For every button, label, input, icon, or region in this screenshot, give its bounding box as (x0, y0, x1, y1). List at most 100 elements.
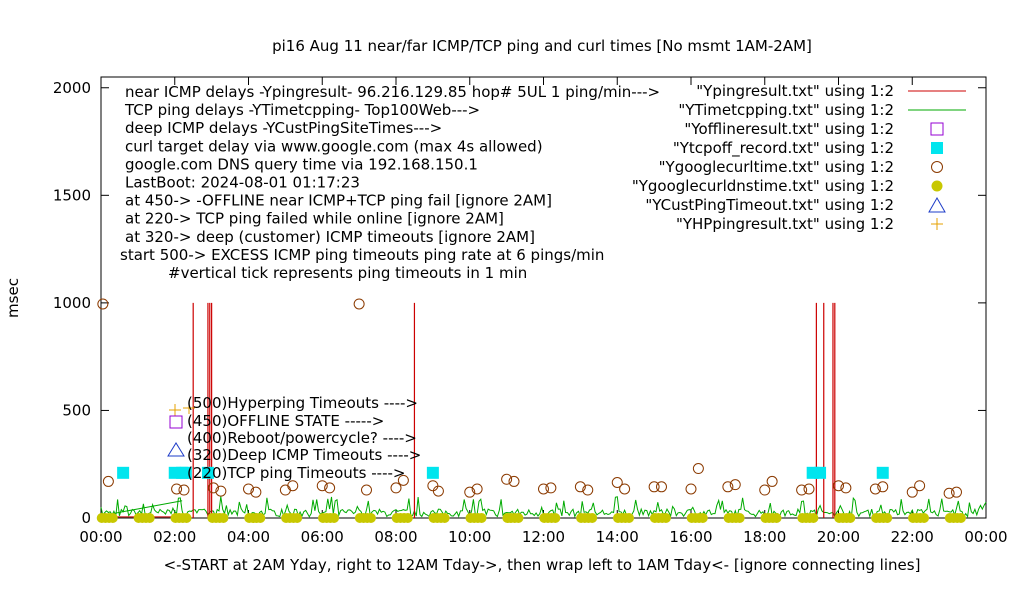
curl-point (397, 474, 409, 486)
curl-point (611, 477, 623, 489)
legend-triangle-swatch (928, 196, 946, 213)
curl-point (243, 483, 254, 495)
tcp-off-point (179, 466, 192, 479)
legend-square-swatch (930, 122, 944, 136)
curl-point (324, 482, 336, 494)
curl-point (906, 486, 918, 498)
note-line: at 220-> TCP ping failed while online [i… (125, 210, 504, 228)
note-line: near ICMP delays -Ypingresult- 96.216.12… (125, 83, 660, 101)
curl-point (766, 475, 778, 487)
dns-point (292, 513, 303, 523)
tcp-off-point (201, 466, 214, 479)
tcp-connector-line (111, 500, 183, 515)
dns-point (550, 513, 561, 523)
curl-point (943, 487, 955, 499)
curl-point (574, 481, 586, 493)
y-tick-label: 1000 (53, 294, 91, 312)
legend-square-swatch (931, 142, 943, 154)
note-line: TCP ping delays -YTimetcpping- Top100Web… (124, 101, 480, 119)
curl-point (316, 480, 328, 492)
axis-ticks: 0 500 1000 1500 2000 00:00 02:00 04:00 06:00 08:0… (53, 77, 1008, 546)
curl-point (287, 480, 299, 492)
tcp-off-point (426, 466, 439, 479)
note-line: #vertical tick represents ping timeouts … (168, 264, 527, 282)
x-tick-label: 22:00 (891, 528, 934, 546)
curl-point (833, 480, 844, 492)
x-tick-label: 00:00 (964, 528, 1007, 546)
legend-label: "Ygooglecurltime.txt" using 1:2 (659, 158, 894, 176)
curl-point (869, 483, 881, 495)
chart-title: pi16 Aug 11 near/far ICMP/TCP ping and c… (272, 37, 812, 55)
dns-point (919, 513, 930, 523)
curl-point (722, 481, 734, 493)
y-tick-label: 2000 (53, 79, 91, 97)
curl-point (464, 486, 476, 498)
x-tick-label: 06:00 (301, 528, 344, 546)
legend-label: "Ytcpoff_record.txt" using 1:2 (673, 139, 894, 158)
tcp-off-point (814, 466, 827, 479)
dns-point (255, 513, 266, 523)
dns-point (476, 513, 487, 523)
dns-point (218, 513, 229, 523)
curl-point (796, 484, 808, 496)
x-tick-label: 04:00 (227, 528, 270, 546)
y-tick-label: 1500 (53, 186, 91, 204)
tcp-off-point (876, 466, 889, 479)
legend-label: "YTimetcpping.txt" using 1:2 (678, 101, 894, 119)
marker-label: (450)OFFLINE STATE -----> (187, 412, 384, 430)
legend-circle-swatch (931, 161, 943, 173)
curl-point (471, 483, 483, 495)
dns-point (808, 513, 819, 523)
note-line: at 320-> deep (customer) ICMP timeouts [… (125, 228, 535, 246)
note-line: LastBoot: 2024-08-01 01:17:23 (125, 174, 360, 192)
curl-point (501, 473, 513, 485)
curl-point (353, 298, 365, 310)
curl-point (582, 484, 594, 496)
dns-point (882, 513, 893, 523)
dns-point (181, 513, 192, 523)
x-tick-label: 14:00 (596, 528, 639, 546)
note-line: start 500-> EXCESS ICMP ping timeouts pi… (120, 246, 604, 264)
curl-point (171, 483, 183, 495)
dns-point (329, 513, 340, 523)
y-tick-label: 500 (62, 401, 91, 419)
note-line: curl target delay via www.google.com (ma… (125, 137, 543, 155)
note-line: deep ICMP delays -YCustPingSiteTimes---> (125, 119, 442, 137)
marker-label: (320)Deep ICMP Timeouts ----> (187, 446, 421, 464)
dns-point (365, 513, 376, 523)
curl-point (545, 482, 557, 494)
legend-label: "Yofflineresult.txt" using 1:2 (684, 120, 894, 138)
curl-point (207, 482, 219, 494)
legend-label: "YHPpingresult.txt" using 1:2 (676, 215, 894, 233)
curl-point (250, 486, 262, 498)
tcp-off-point (117, 466, 130, 479)
curl-point (427, 480, 439, 492)
dns-point (660, 513, 671, 523)
x-tick-label: 20:00 (817, 528, 860, 546)
x-tick-label: 18:00 (743, 528, 786, 546)
x-tick-label: 02:00 (153, 528, 196, 546)
dns-point (144, 513, 155, 523)
deep-icmp-marker (167, 442, 185, 457)
curl-point (432, 485, 444, 497)
curl-point (279, 484, 291, 496)
dns-point (955, 513, 966, 523)
curl-point (102, 475, 114, 487)
dns-point (697, 513, 708, 523)
curl-point (656, 481, 667, 493)
curl-point (361, 484, 372, 496)
curl-point (648, 481, 660, 493)
annotation-notes: near ICMP delays -Ypingresult- 96.216.12… (120, 83, 660, 282)
curl-point (508, 475, 520, 487)
curl-point (840, 482, 852, 494)
y-axis-label: msec (4, 278, 22, 318)
curl-point (729, 479, 741, 491)
dns-point (439, 513, 450, 523)
marker-label: (500)Hyperping Timeouts ----> (187, 394, 418, 412)
curl-point (215, 485, 227, 497)
x-tick-label: 16:00 (669, 528, 712, 546)
dns-point (402, 513, 413, 523)
curl-point (759, 484, 771, 496)
dns-point (734, 513, 745, 523)
